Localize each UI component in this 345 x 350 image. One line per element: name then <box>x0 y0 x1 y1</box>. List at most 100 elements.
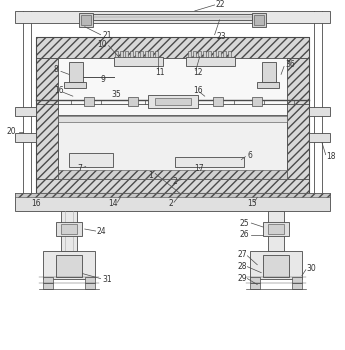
Bar <box>262 62 276 82</box>
Bar <box>155 50 158 56</box>
Text: 23: 23 <box>217 32 226 41</box>
Bar <box>15 107 36 116</box>
Bar <box>213 97 223 106</box>
Bar <box>140 50 143 56</box>
Text: 9: 9 <box>101 75 106 84</box>
Bar <box>135 50 138 56</box>
Bar <box>218 50 220 56</box>
Bar <box>263 222 289 236</box>
Bar <box>36 37 309 193</box>
Text: 2: 2 <box>172 177 177 186</box>
Bar <box>186 56 236 66</box>
Bar <box>128 97 138 106</box>
Bar <box>193 50 196 56</box>
Text: 17: 17 <box>194 164 204 173</box>
Bar <box>213 50 216 56</box>
Text: 18: 18 <box>327 152 336 161</box>
Bar <box>15 133 36 142</box>
Text: 35: 35 <box>111 90 121 99</box>
Bar <box>36 58 58 193</box>
Bar <box>43 282 53 288</box>
Bar <box>257 82 279 88</box>
Bar <box>263 255 289 276</box>
Bar <box>56 255 82 276</box>
Text: 24: 24 <box>97 226 106 236</box>
Bar <box>85 282 95 288</box>
Text: 27: 27 <box>237 250 247 259</box>
Text: 2: 2 <box>168 199 173 208</box>
Bar <box>150 50 153 56</box>
Bar <box>188 50 191 56</box>
Bar <box>93 14 252 20</box>
Bar <box>250 282 260 288</box>
Bar <box>43 276 53 282</box>
Bar <box>85 276 95 282</box>
Text: 6: 6 <box>247 151 252 160</box>
Text: 26: 26 <box>239 231 249 239</box>
Bar <box>175 157 244 167</box>
Text: 16: 16 <box>193 86 203 95</box>
Bar <box>120 50 124 56</box>
Text: 29: 29 <box>237 274 247 283</box>
Bar <box>252 13 266 27</box>
Bar <box>309 133 330 142</box>
Bar <box>173 97 183 106</box>
Text: 7: 7 <box>78 164 83 173</box>
Bar <box>254 15 264 25</box>
Bar <box>155 98 191 105</box>
Bar <box>292 276 302 282</box>
Bar <box>43 251 95 279</box>
Bar <box>114 56 163 66</box>
Bar <box>148 95 198 108</box>
Bar <box>81 15 91 25</box>
Bar <box>223 50 226 56</box>
Text: 25: 25 <box>239 219 249 228</box>
Text: 30: 30 <box>307 264 317 273</box>
Text: 12: 12 <box>193 68 202 77</box>
Bar <box>58 116 287 122</box>
Bar <box>130 50 133 56</box>
Bar <box>198 50 201 56</box>
Text: 28: 28 <box>237 262 247 271</box>
Text: 1: 1 <box>148 171 153 180</box>
Bar <box>69 62 83 82</box>
Bar <box>268 224 284 234</box>
Bar <box>15 193 330 211</box>
Text: 20: 20 <box>7 127 16 136</box>
Bar <box>84 97 94 106</box>
Bar <box>61 224 77 234</box>
Text: 8: 8 <box>53 65 58 74</box>
Bar <box>250 251 302 279</box>
Bar <box>252 97 262 106</box>
Bar <box>287 58 309 193</box>
Bar <box>145 50 148 56</box>
Bar <box>58 55 287 180</box>
Bar <box>208 50 211 56</box>
Text: 14: 14 <box>109 199 118 208</box>
Bar <box>309 107 330 116</box>
Bar <box>79 13 93 27</box>
Bar <box>69 153 112 167</box>
Bar <box>250 276 260 282</box>
Text: 10: 10 <box>98 40 107 49</box>
Text: 11: 11 <box>155 68 165 77</box>
Bar <box>58 115 287 180</box>
Text: 22: 22 <box>216 0 225 9</box>
Bar <box>15 11 330 23</box>
Bar <box>56 222 82 236</box>
Bar <box>125 50 128 56</box>
Bar <box>61 211 77 251</box>
Text: 15: 15 <box>247 199 257 208</box>
Text: 16: 16 <box>31 199 41 208</box>
Bar <box>64 82 86 88</box>
Text: 36: 36 <box>285 60 295 69</box>
Bar <box>203 50 206 56</box>
Bar <box>58 169 287 180</box>
Text: 16: 16 <box>54 86 63 95</box>
Bar <box>292 282 302 288</box>
Bar <box>268 211 284 251</box>
Text: 21: 21 <box>102 31 112 40</box>
Text: 31: 31 <box>102 275 112 284</box>
Bar <box>15 193 330 197</box>
Bar <box>116 50 118 56</box>
